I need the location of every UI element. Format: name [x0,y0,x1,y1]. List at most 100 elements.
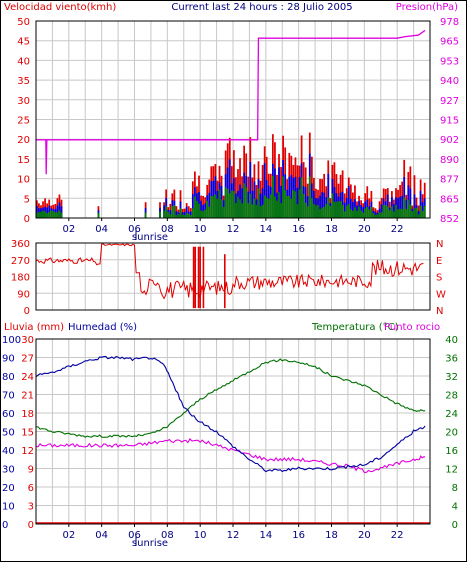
climate-panel-x-tick-label: 18 [325,530,338,541]
wind-min-bar [255,204,258,218]
pressure-tick-label: 865 [440,194,459,205]
wind-min-bar [292,190,295,218]
wind-min-bar [294,191,297,218]
wind-min-bar [40,211,42,218]
wind-min-bar [171,206,174,218]
wind-average-bar [208,192,211,218]
wind-min-bar [329,205,332,218]
wind-min-bar [46,213,49,218]
humidity-line [35,355,426,473]
wind-min-bar [167,211,170,218]
temperature-tick-label: 32 [445,372,458,383]
wind-panel-x-tick-label: 20 [358,224,371,235]
wind-speed-tick-label: 40 [17,56,30,67]
wind-min-bar [198,203,200,218]
wind-min-bar [263,195,266,218]
humidity-tick-label: 70 [2,391,15,402]
wind-min-bar [261,204,264,218]
wind-average-bar [417,211,420,218]
temperature-tick-label: 36 [445,354,458,365]
wind-speed-tick-label: 5 [24,194,30,205]
wind-min-bar [319,209,321,218]
humidity-tick-label: 0 [2,520,8,531]
wind-min-bar [306,206,309,218]
wind-min-bar [302,193,305,218]
wind-min-bar [212,196,215,218]
humidity-tick-label: 50 [2,428,15,439]
wind-min-bar [179,208,182,218]
wind-average-bar [319,195,321,218]
wind-average-bar [36,205,38,218]
wind-min-bar [360,210,362,218]
rain-tick-label: 3 [28,502,34,513]
wind-min-bar [175,215,178,218]
climate-panel-x-tick-label: 02 [62,530,75,541]
wind-min-bar [204,209,207,218]
wind-min-bar [191,208,194,218]
wind-min-bar [36,212,38,218]
wind-average-bar [290,174,293,218]
wind-panel-x-tick-label: 18 [325,224,338,235]
wind-min-bar [208,206,211,218]
rain-tick-label: 15 [21,428,34,439]
direction-compass-label: N [436,239,443,250]
wind-average-bar [413,194,416,218]
wind-min-bar [337,201,340,218]
temperature-tick-label: 16 [445,446,458,457]
temperature-tick-label: 24 [445,409,458,420]
wind-min-bar [368,209,371,218]
temperature-line [35,358,426,438]
wind-panel-x-tick-label: 12 [227,224,240,235]
temperature-tick-label: 12 [445,465,458,476]
climate-panel-x-tick-label: 16 [292,530,305,541]
wind-min-bar [216,198,219,218]
climate-panel-x-tick-label: 14 [259,530,272,541]
wind-min-bar [60,212,63,218]
wind-min-bar [271,175,274,218]
wind-min-bar [343,211,346,218]
wind-min-bar [218,189,221,218]
wind-min-bar [257,188,260,218]
climate-panel-x-tick-label: 20 [358,530,371,541]
rain-axis-title: Lluvia (mm) [4,322,64,333]
wind-average-bar [191,194,194,218]
wind-min-bar [339,200,342,218]
wind-min-bar [169,214,172,218]
wind-min-bar [280,203,282,218]
wind-min-bar [288,195,291,218]
wind-min-bar [397,209,399,218]
wind-panel-x-tick-label: 06 [128,224,141,235]
wind-min-bar [269,194,272,218]
wind-min-bar [214,194,217,218]
wind-min-bar [235,203,237,218]
wind-min-bar [278,192,280,218]
rain-tick-label: 9 [28,465,34,476]
wind-min-bar [374,214,377,218]
wind-min-bar [58,210,61,218]
wind-min-bar [282,176,285,218]
wind-min-bar [44,211,46,218]
wind-average-bar [228,159,231,218]
wind-average-bar [405,199,408,218]
wind-min-bar [183,215,186,218]
wind-min-bar [286,195,289,218]
wind-speed-tick-label: 45 [17,37,30,48]
wind-min-bar [372,212,375,218]
wind-min-bar [144,212,147,218]
rain-tick-label: 0 [28,520,34,531]
pressure-line [36,29,426,175]
wind-speed-tick-label: 30 [17,96,30,107]
wind-min-bar [347,204,350,218]
wind-average-bar [183,211,186,218]
wind-min-bar [354,207,356,218]
pressure-tick-label: 965 [440,37,459,48]
wind-min-bar [310,197,313,218]
wind-min-bar [181,214,184,218]
wind-min-bar [290,198,293,218]
wind-min-bar [239,199,241,218]
wind-min-bar [237,196,239,218]
rain-tick-label: 30 [21,335,34,346]
wind-min-bar [409,204,412,218]
wind-min-bar [403,197,406,218]
